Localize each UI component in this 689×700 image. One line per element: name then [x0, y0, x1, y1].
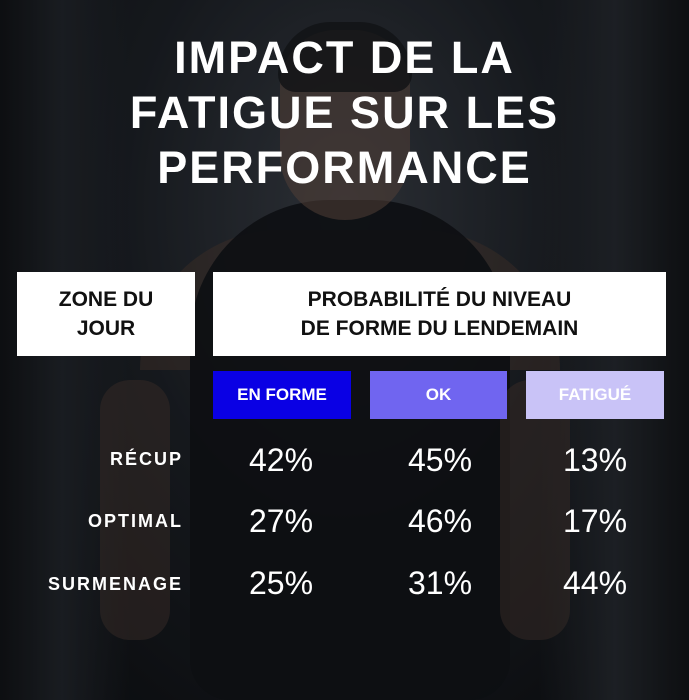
value-cell-r2-c2: 46% [407, 503, 473, 539]
value-cell-r1-c1: 42% [248, 442, 314, 478]
zone-header-line-1: ZONE DU [58, 288, 154, 311]
value-cell-r2-c3: 17% [562, 503, 628, 539]
value-cell-r1-c2: 45% [407, 442, 473, 478]
value-cell-r3-c1: 25% [248, 565, 314, 601]
title-line-2: FATIGUE SUR LES [129, 87, 560, 138]
category-ok: OK [370, 371, 507, 419]
page-title: IMPACT DE LA FATIGUE SUR LES PERFORMANCE [0, 30, 689, 195]
row-label-3: SURMENAGE [47, 574, 183, 594]
value-cell-r3-c3: 44% [562, 565, 628, 601]
row-label-2: OPTIMAL [88, 511, 183, 531]
value-cell-r2-c1: 27% [248, 503, 314, 539]
category-en-forme: EN FORME [213, 371, 351, 419]
row-label-1: RÉCUP [109, 449, 183, 469]
title-line-1: IMPACT DE LA [174, 32, 515, 83]
value-cell-r1-c3: 13% [562, 442, 628, 478]
title-line-3: PERFORMANCE [157, 142, 532, 193]
zone-header-line-2: JOUR [76, 317, 136, 340]
value-cell-r3-c2: 31% [407, 565, 473, 601]
probability-header-line-2: DE FORME DU LENDEMAIN [300, 317, 579, 340]
probability-header: PROBABILITÉ DU NIVEAU DE FORME DU LENDEM… [213, 272, 666, 356]
probability-header-line-1: PROBABILITÉ DU NIVEAU [307, 288, 572, 311]
category-fatigue: FATIGUÉ [526, 371, 664, 419]
zone-header: ZONE DU JOUR [17, 272, 195, 356]
